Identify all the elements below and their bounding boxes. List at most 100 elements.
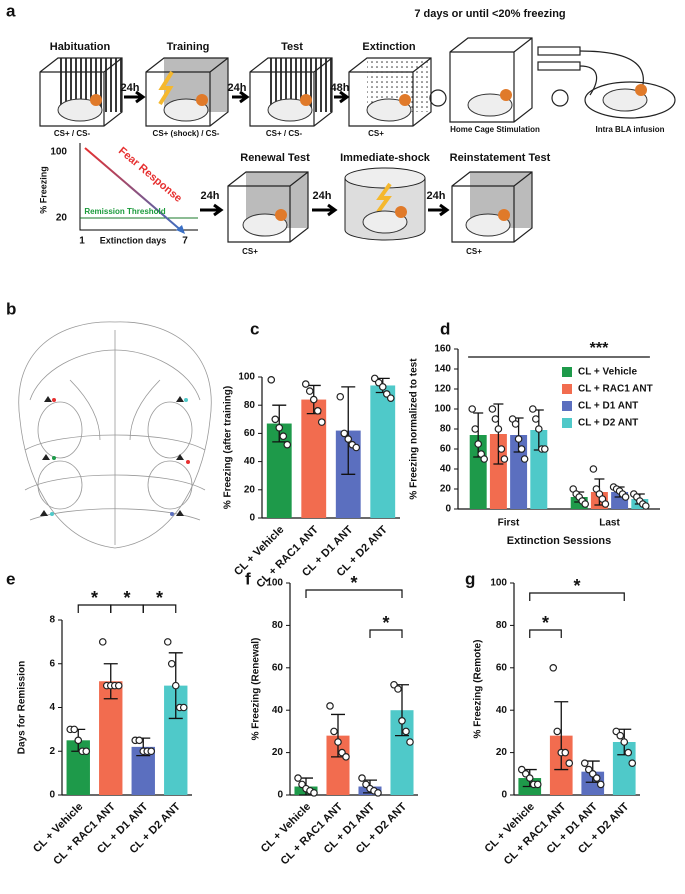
- stage-title: Habituation: [50, 41, 111, 53]
- data-point: [340, 429, 349, 438]
- y-tick-label: 80: [272, 620, 284, 631]
- y-tick-label: 80: [244, 400, 256, 411]
- y-axis-label: % Freezing (Renewal): [251, 638, 262, 741]
- loop-note: Intra BLA infusion: [595, 125, 664, 134]
- delay: 24h: [427, 190, 446, 202]
- legend-label: CL + D2 ANT: [578, 418, 638, 429]
- legend-swatch: [562, 384, 572, 394]
- data-point: [531, 415, 540, 423]
- test-title: Immediate-shock: [340, 152, 431, 164]
- data-point: [474, 440, 483, 448]
- test-note: CS+: [466, 247, 482, 256]
- y-tick-label: 60: [244, 428, 256, 439]
- error-bar: [272, 404, 287, 443]
- y-tick-label: 60: [272, 662, 284, 673]
- stage-note: CS+ (shock) / CS-: [153, 129, 220, 138]
- error-bar: [493, 403, 504, 465]
- y-axis-label: % Freezing normalized to test: [409, 358, 420, 500]
- repeat-note: 7 days or until <20% freezing: [414, 8, 565, 20]
- data-point: [114, 681, 123, 690]
- y-tick-label: 20: [440, 484, 452, 495]
- y-tick-label: 60: [440, 444, 452, 455]
- panel-label: c: [250, 319, 259, 338]
- data-point: [358, 774, 366, 782]
- graph-tick: 7: [182, 236, 188, 247]
- data-point: [147, 747, 156, 756]
- y-tick-label: 160: [434, 344, 451, 355]
- legend-label: CL + RAC1 ANT: [578, 384, 653, 395]
- y-tick-label: 120: [434, 384, 451, 395]
- data-point: [344, 435, 353, 443]
- y-tick-label: 100: [238, 372, 255, 383]
- data-point: [601, 500, 610, 508]
- data-point: [494, 425, 503, 433]
- data-point: [616, 731, 625, 740]
- schematic-graph: [79, 143, 198, 234]
- data-point: [402, 727, 410, 736]
- x-tick-label: Last: [599, 518, 620, 529]
- data-point: [163, 638, 172, 646]
- data-point: [540, 445, 549, 453]
- data-point: [592, 774, 601, 782]
- data-point: [279, 432, 288, 441]
- legend-swatch: [562, 418, 572, 428]
- data-point: [326, 702, 334, 710]
- data-point: [468, 405, 477, 413]
- significance-bracket: [369, 629, 403, 638]
- data-point: [514, 435, 523, 443]
- y-axis-label: Days for Remission: [17, 661, 28, 754]
- x-tick-label: CL + RAC1 ANT: [254, 524, 321, 591]
- significance-bracket: [305, 589, 403, 598]
- y-tick-label: 20: [244, 484, 256, 495]
- data-point: [561, 748, 570, 757]
- data-point: [581, 500, 590, 508]
- data-point: [317, 418, 326, 426]
- data-point: [74, 736, 83, 745]
- data-point: [480, 455, 489, 463]
- significance-bracket: [142, 604, 177, 613]
- threshold-label: Remission Threshold: [84, 207, 165, 216]
- data-point: [167, 659, 176, 668]
- panel-a: a 7 days or until <20% freezing Habituat…: [6, 1, 676, 256]
- data-point: [283, 440, 292, 449]
- stage-note: CS+ / CS-: [54, 129, 91, 138]
- data-point: [378, 383, 387, 391]
- cages: [39, 37, 676, 127]
- y-tick-label: 100: [490, 578, 507, 589]
- stage-title: Training: [167, 41, 210, 53]
- y-axis-label: % Freezing (Remote): [473, 640, 484, 739]
- x-tick-label: First: [498, 518, 520, 529]
- bar: [164, 685, 188, 795]
- legend-label: CL + D1 ANT: [578, 401, 638, 412]
- data-point: [398, 716, 406, 725]
- data-point: [374, 789, 382, 797]
- y-tick-label: 20: [272, 747, 284, 758]
- data-point: [621, 493, 630, 501]
- significance-label: *: [382, 613, 389, 633]
- data-point: [352, 443, 361, 452]
- bar: [510, 435, 528, 509]
- data-point: [336, 392, 345, 401]
- delay: 24h: [313, 190, 332, 202]
- bar: [489, 434, 507, 509]
- y-tick-label: 80: [496, 620, 508, 631]
- significance-label: *: [123, 588, 130, 608]
- data-point: [135, 736, 144, 745]
- y-tick-label: 8: [49, 615, 55, 626]
- graph-tick: 20: [56, 213, 68, 224]
- data-point: [294, 774, 302, 782]
- data-point: [596, 780, 605, 789]
- significance-label: *: [350, 573, 357, 593]
- x-axis-label: Extinction Sessions: [507, 535, 612, 547]
- y-tick-label: 0: [277, 790, 283, 801]
- y-tick-label: 0: [445, 504, 451, 515]
- stage-note: CS+ / CS-: [266, 129, 303, 138]
- data-point: [394, 685, 402, 693]
- data-point: [309, 395, 318, 404]
- data-point: [301, 380, 310, 388]
- y-tick-label: 40: [244, 456, 256, 467]
- data-point: [267, 376, 276, 384]
- data-point: [406, 738, 414, 746]
- y-tick-label: 60: [496, 662, 508, 673]
